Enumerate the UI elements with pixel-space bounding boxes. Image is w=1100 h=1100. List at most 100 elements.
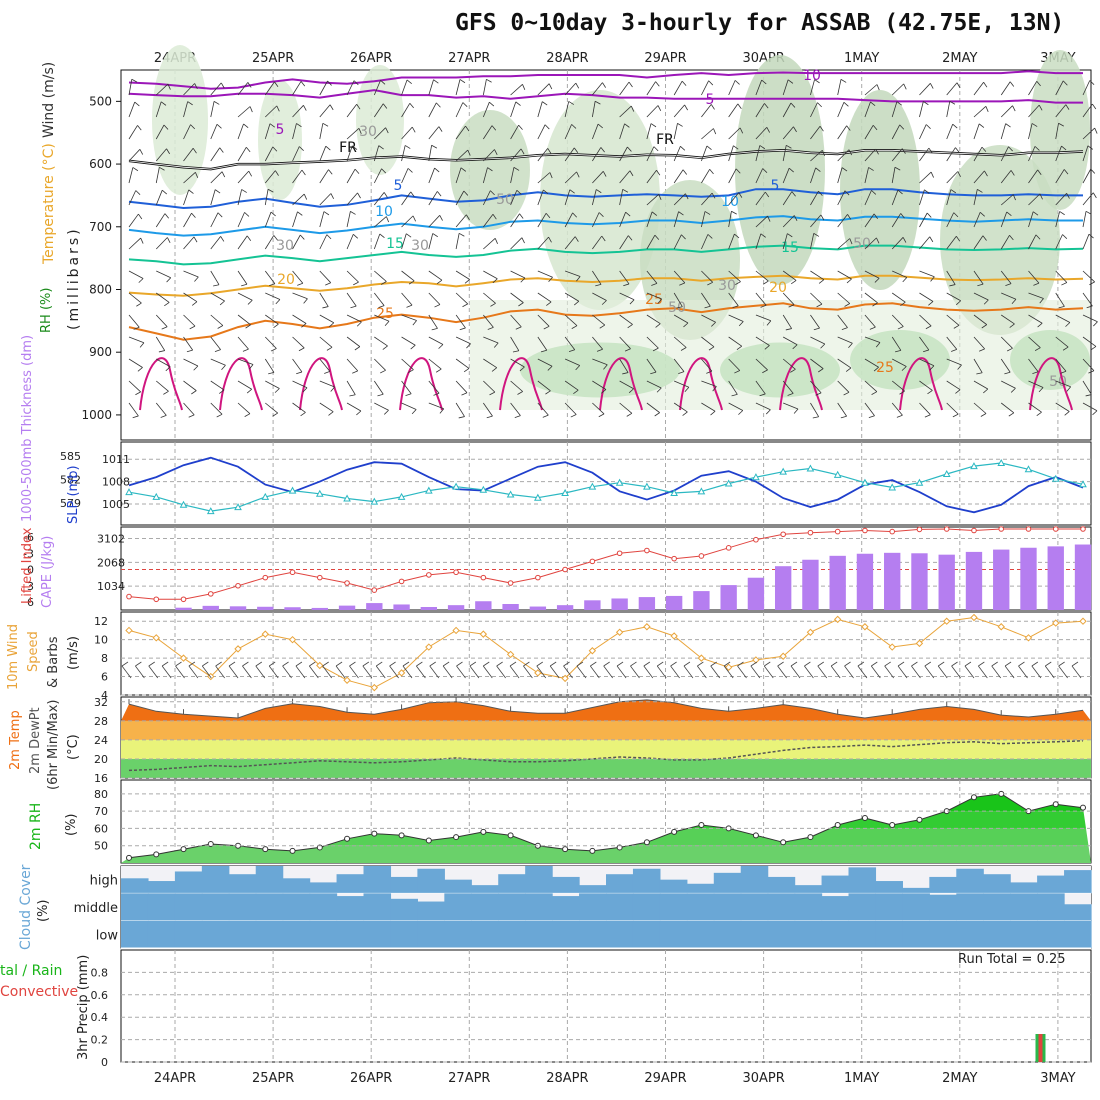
surface-wind-barb-flag xyxy=(937,661,945,667)
wind-barb-flag xyxy=(676,306,683,309)
wind-barb-flag xyxy=(981,146,987,152)
wind-barb xyxy=(591,189,597,206)
precip-label-a: tal / Rain xyxy=(0,963,63,979)
wind-barb-flag xyxy=(462,102,468,107)
wind-barb-flag xyxy=(681,234,686,240)
cloud-cell xyxy=(201,920,230,948)
wind-barb xyxy=(1082,402,1098,412)
wind-barb-flag xyxy=(439,408,445,414)
wind-barb-flag xyxy=(439,215,443,221)
lifted-point xyxy=(153,596,160,603)
thickness-point xyxy=(288,486,297,494)
lifted-point xyxy=(371,587,378,593)
wind-barb xyxy=(973,123,980,140)
wind-barb-flag xyxy=(983,299,989,305)
wind-barb-flag xyxy=(657,298,663,304)
wind-speed-point xyxy=(670,632,678,640)
wind-barb xyxy=(946,189,952,206)
cloud-cell xyxy=(1010,920,1038,948)
wind-barb xyxy=(346,145,353,162)
precip-bar-convective xyxy=(1038,1034,1043,1062)
wind-barb xyxy=(592,270,602,285)
wind-barb-flag xyxy=(546,301,552,306)
surface-wind-barb xyxy=(1071,665,1082,679)
wind-barb xyxy=(428,215,441,228)
wind-barb-flag xyxy=(1062,234,1068,239)
wind-barb xyxy=(537,148,549,162)
surface-wind-barb-flag xyxy=(630,661,637,667)
wind-barb xyxy=(782,270,797,281)
wind-barb-flag xyxy=(979,348,985,352)
lifted-tick-label: 3 xyxy=(27,580,34,593)
wind-barb xyxy=(646,402,660,413)
wind-barb-flag xyxy=(354,346,361,351)
wind-barb-flag xyxy=(276,105,280,112)
wind-barb-flag xyxy=(818,368,824,373)
wind-barb-flag xyxy=(406,79,412,85)
wind-barb xyxy=(401,191,412,206)
surface-wind-barb xyxy=(630,665,640,679)
wind-barb-flag xyxy=(1086,305,1093,309)
wind-barb-flag xyxy=(303,105,307,111)
panel-frame xyxy=(120,611,1092,696)
surface-wind-barb xyxy=(750,665,761,679)
wind-barb xyxy=(510,148,522,162)
cloud-cell xyxy=(767,893,796,921)
wind-barb-flag xyxy=(601,300,607,305)
wind-barb-flag xyxy=(955,389,961,394)
wind-barb-flag xyxy=(764,345,770,350)
wind-barb-flag xyxy=(356,103,361,110)
wind-barb-flag xyxy=(984,170,988,177)
wind-barb xyxy=(373,292,385,306)
wind-barb xyxy=(619,212,626,228)
thickness-point xyxy=(915,478,924,486)
surface-wind-barb-flag xyxy=(309,661,316,667)
wind-barb-flag xyxy=(704,305,711,309)
wind-barb-flag xyxy=(384,320,390,326)
wind-barb-flag xyxy=(848,149,853,156)
wind-barb xyxy=(1055,270,1068,283)
wind-barb xyxy=(782,380,794,394)
wind-barb xyxy=(946,270,956,285)
wind-barb-flag xyxy=(599,324,606,329)
wind-barb-flag xyxy=(137,367,143,372)
wind-barb xyxy=(183,124,191,140)
cape-bar xyxy=(611,598,628,610)
wind-barb xyxy=(1028,336,1041,349)
wind-barb xyxy=(156,270,171,279)
wind-barb-flag xyxy=(1008,146,1013,152)
surface-wind-barb xyxy=(777,665,787,679)
isotherm-30c xyxy=(499,357,543,411)
wind-barb xyxy=(837,125,847,140)
lifted-point xyxy=(998,526,1005,532)
bottom-day-label: 27APR xyxy=(448,1071,490,1086)
wind-barb xyxy=(346,358,359,372)
thickness-point xyxy=(424,486,433,494)
wind-barb xyxy=(510,101,517,118)
wind-barb-flag xyxy=(163,124,169,130)
wind-barb-flag xyxy=(734,370,740,374)
wind-barb-flag xyxy=(167,83,171,90)
wind-barb-flag xyxy=(655,323,661,328)
rh-point xyxy=(861,815,868,822)
rh-shading xyxy=(470,300,1090,410)
wind-barb-flag xyxy=(247,82,252,88)
surface-wind-barb-flag xyxy=(175,661,182,667)
wind-barb xyxy=(155,124,165,140)
wind-barb-flag xyxy=(247,299,253,305)
wind-barb xyxy=(292,270,304,284)
wind-barb xyxy=(592,358,608,366)
wind-barb xyxy=(374,314,390,322)
wind-barb-flag xyxy=(628,81,633,88)
panel-frame xyxy=(120,949,1092,1063)
surface-wind-barb-flag xyxy=(750,661,758,667)
wind-barb xyxy=(237,402,251,415)
cloud-cell xyxy=(794,920,823,948)
wind-barb xyxy=(891,148,903,162)
cape-bar xyxy=(993,549,1010,610)
wind-barb-flag xyxy=(464,279,470,284)
wind-barb xyxy=(346,103,358,118)
wind-barb-flag xyxy=(245,147,251,153)
wind-barb-flag xyxy=(812,416,819,419)
